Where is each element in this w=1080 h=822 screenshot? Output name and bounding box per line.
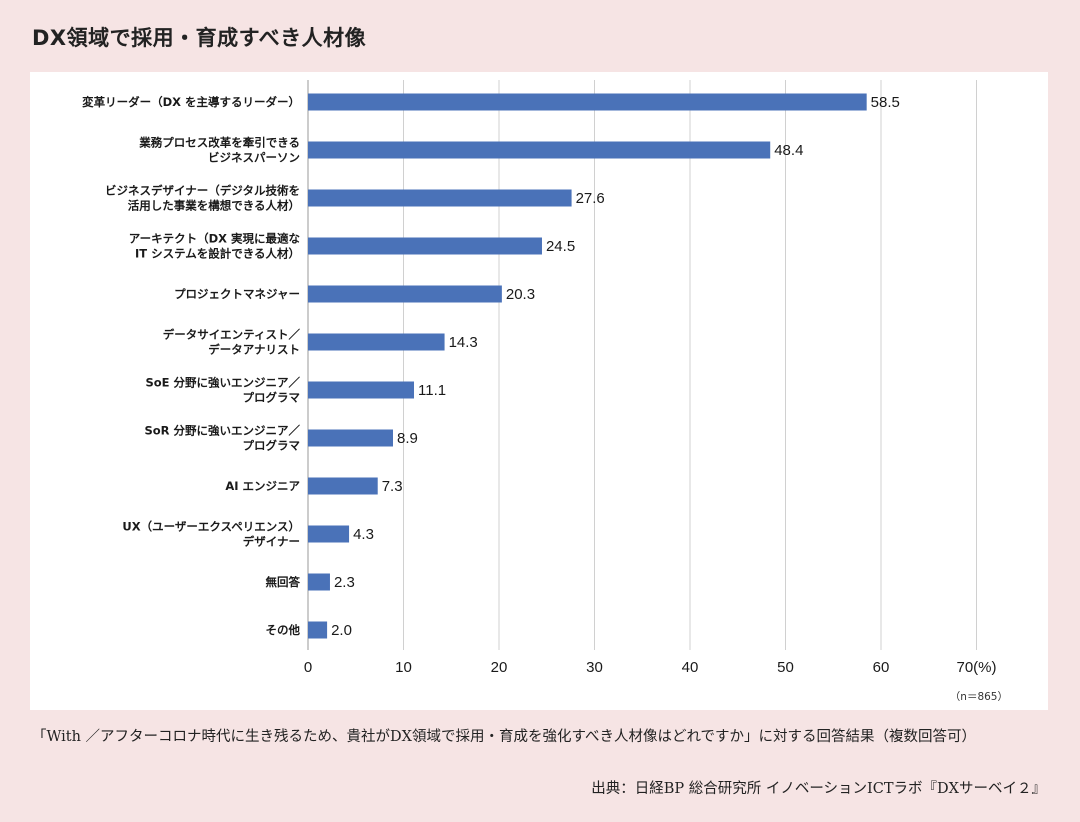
category-label: ビジネスデザイナー（デジタル技術を活用した事業を構想できる人材） — [105, 184, 300, 213]
bar — [308, 285, 502, 303]
data-label: 2.0 — [331, 622, 352, 639]
data-label: 58.5 — [871, 94, 900, 111]
category-label: その他 — [266, 623, 301, 637]
x-tick-label: 70(%) — [956, 659, 996, 676]
data-label: 14.3 — [449, 334, 478, 351]
data-label: 2.3 — [334, 574, 355, 591]
x-tick-label: 60 — [873, 659, 890, 676]
bar — [308, 237, 542, 255]
data-label: 24.5 — [546, 238, 575, 255]
x-tick-label: 0 — [304, 659, 312, 676]
x-tick-label: 10 — [395, 659, 412, 676]
data-label: 8.9 — [397, 430, 418, 447]
bar — [308, 381, 415, 399]
category-label: 無回答 — [266, 575, 301, 589]
x-tick-label: 40 — [682, 659, 699, 676]
category-label: SoE 分野に強いエンジニア／プログラマ — [145, 376, 300, 405]
bar — [308, 429, 393, 447]
category-label: SoR 分野に強いエンジニア／プログラマ — [144, 424, 300, 453]
data-label: 11.1 — [418, 382, 446, 399]
x-tick-label: 50 — [777, 659, 794, 676]
x-tick-label: 30 — [586, 659, 603, 676]
category-label: AI エンジニア — [225, 479, 300, 493]
bar — [308, 141, 771, 159]
data-label: 7.3 — [382, 478, 403, 495]
category-label: プロジェクトマネジャー — [174, 287, 300, 301]
bar — [308, 621, 328, 639]
question-footnote: 「With ／アフターコロナ時代に生き残るため、貴社がDX領域で採用・育成を強化… — [32, 729, 977, 745]
category-label: UX（ユーザーエクスペリエンス）デザイナー — [122, 520, 300, 549]
bar — [308, 189, 572, 207]
category-label: アーキテクト（DX 実現に最適な IT システムを設計できる人材） — [129, 232, 301, 261]
data-label: 48.4 — [774, 142, 803, 159]
bar — [308, 573, 330, 591]
data-label: 20.3 — [506, 286, 535, 303]
chart-panel: 0 10 20 30 40 50 60 70(%) 58.5 変革リーダー（DX を主導するリーダ… — [30, 72, 1048, 710]
data-label: 4.3 — [353, 526, 374, 543]
sample-size-label: （n＝865） — [950, 691, 1008, 703]
category-label: データサイエンティスト／データアナリスト — [163, 328, 301, 357]
bar — [308, 333, 445, 351]
chart-title: DX領域で採用・育成すべき人材像 — [32, 26, 367, 50]
source-credit: 出典：日経BP 総合研究所 イノベーションICTラボ『DXサーベイ２』 — [591, 781, 1046, 797]
category-label: 業務プロセス改革を牽引できるビジネスパーソン — [138, 136, 300, 165]
data-label: 27.6 — [576, 190, 605, 207]
x-tick-label: 20 — [491, 659, 508, 676]
bar — [308, 477, 378, 495]
bar — [308, 93, 867, 111]
bar — [308, 525, 350, 543]
bar-chart: 0 10 20 30 40 50 60 70(%) 58.5 変革リーダー（DX を主導するリーダ… — [82, 80, 1008, 703]
category-label: 変革リーダー（DX を主導するリーダー） — [82, 95, 300, 109]
